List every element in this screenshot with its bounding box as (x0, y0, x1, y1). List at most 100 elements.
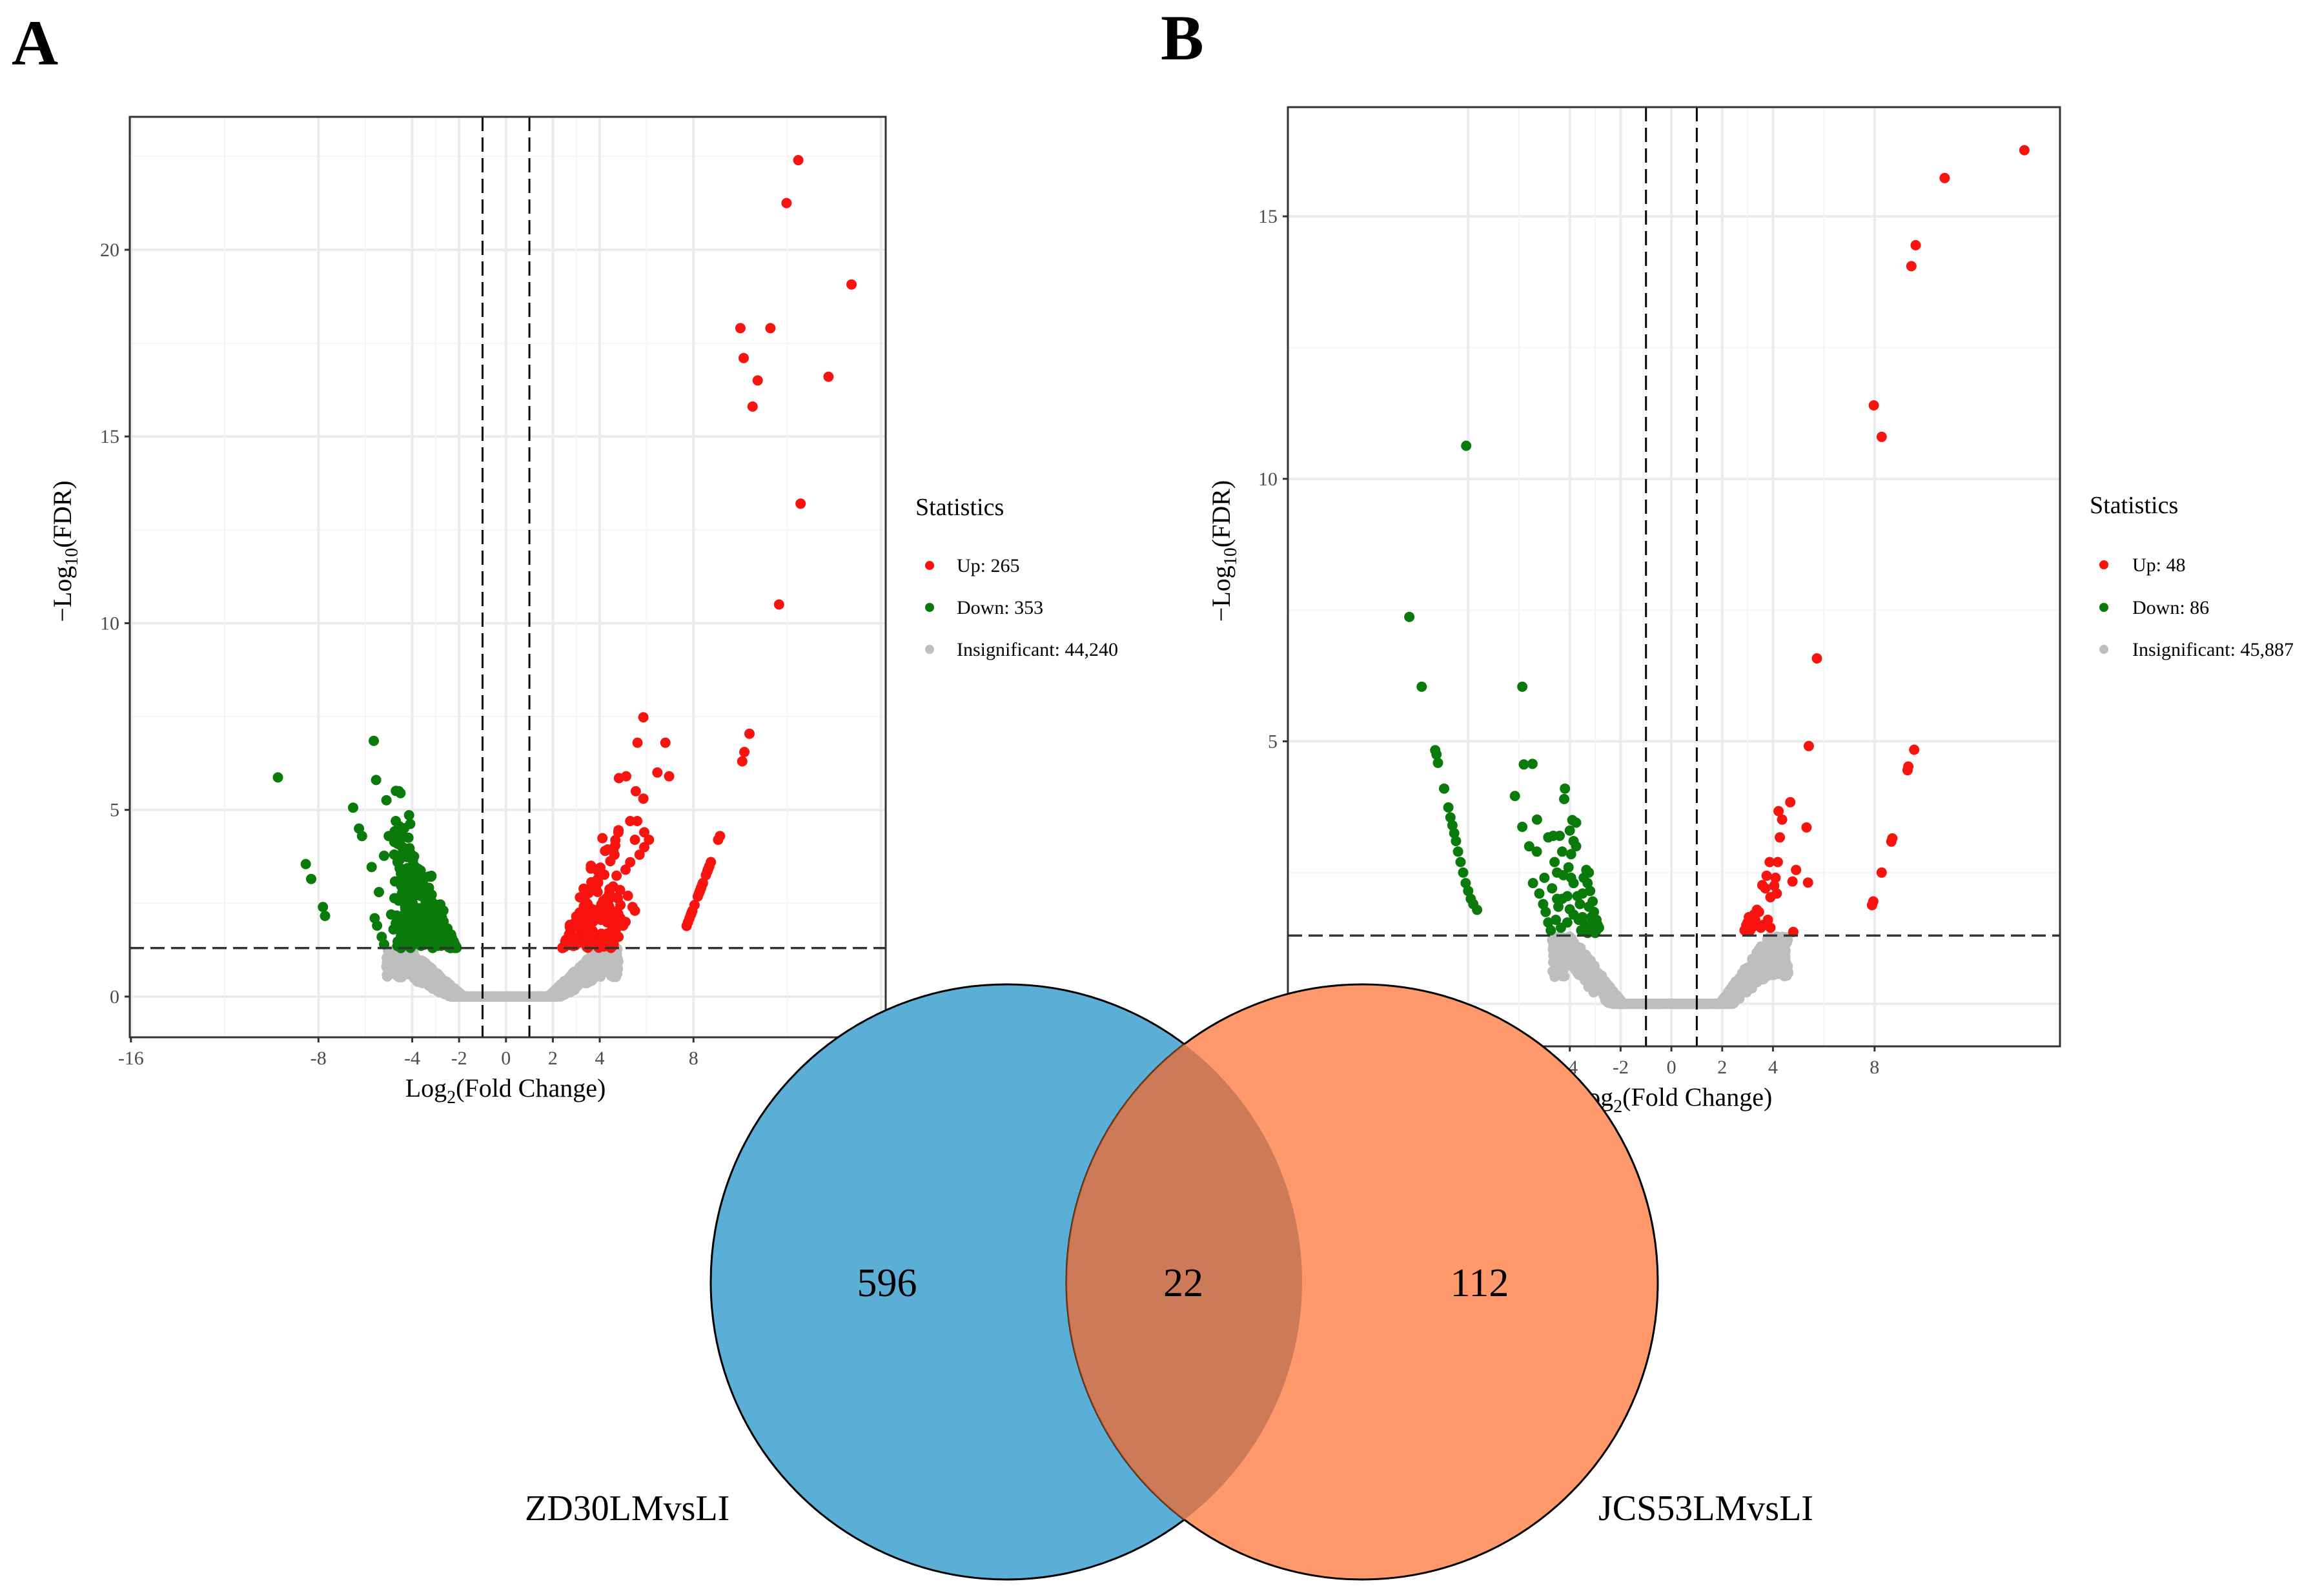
point-insignificant (1778, 955, 1789, 966)
point-down (1518, 759, 1529, 770)
point-down (1538, 899, 1549, 909)
point-down (395, 787, 406, 798)
point-insignificant (432, 985, 443, 996)
point-down (1540, 906, 1551, 917)
point-insignificant (382, 970, 392, 980)
point-up (765, 323, 776, 334)
point-up (599, 935, 610, 946)
x-tick-label: 0 (501, 1048, 511, 1069)
point-down (426, 870, 437, 881)
x-tick-label: 4 (1768, 1057, 1778, 1078)
point-up (634, 849, 645, 860)
point-up (625, 857, 636, 868)
point-insignificant (475, 991, 486, 1002)
point-insignificant (1717, 996, 1728, 1007)
point-insignificant (1650, 999, 1660, 1010)
point-down (400, 935, 411, 946)
point-up (795, 498, 806, 509)
data-points (272, 155, 857, 1002)
point-down (404, 916, 414, 927)
point-down (1547, 883, 1558, 894)
point-up (620, 864, 631, 875)
point-insignificant (1679, 999, 1690, 1010)
point-down (1452, 846, 1463, 857)
x-tick-label: 0 (1667, 1057, 1677, 1078)
x-tick-label: 8 (689, 1048, 698, 1069)
point-up (602, 917, 613, 928)
point-down (1556, 846, 1567, 857)
point-down (388, 924, 399, 935)
point-down (1563, 862, 1574, 873)
point-up (613, 827, 624, 838)
point-down (1531, 846, 1542, 857)
point-up (1785, 797, 1796, 808)
point-down (1443, 802, 1454, 813)
legend-title: Statistics (915, 494, 1004, 521)
point-insignificant (1629, 999, 1640, 1010)
point-down (1458, 867, 1469, 878)
legend-up-marker (925, 561, 934, 570)
legend-up: Up: 265 (957, 555, 1020, 576)
point-insignificant (1602, 981, 1613, 992)
point-down (419, 933, 430, 944)
point-up (621, 771, 631, 782)
point-up (823, 371, 834, 382)
point-down (414, 875, 425, 886)
venn-overlap (1066, 984, 1302, 1580)
legend-down-marker (925, 603, 934, 612)
y-tick-label: 0 (110, 986, 119, 1008)
point-down (318, 902, 329, 913)
point-up (1868, 400, 1879, 411)
point-down (356, 831, 367, 842)
point-insignificant (1551, 956, 1562, 967)
point-insignificant (1782, 934, 1793, 945)
point-insignificant (602, 952, 613, 963)
point-up (1906, 261, 1917, 272)
point-insignificant (1557, 937, 1568, 948)
point-down (1545, 925, 1556, 936)
point-down (383, 831, 394, 842)
legend-down: Down: 353 (957, 597, 1043, 618)
venn-label-right: JCS53LMvsLI (1598, 1488, 1813, 1529)
point-up (573, 937, 584, 948)
y-tick-label: 20 (100, 239, 119, 261)
point-down (1531, 814, 1542, 825)
legend-b: Statistics Up: 48 Down: 86 Insignificant… (2090, 492, 2294, 660)
legend-insignificant-marker (2099, 645, 2108, 654)
point-up (744, 728, 755, 739)
point-down (1571, 817, 1582, 828)
point-down (1509, 791, 1520, 802)
point-down (412, 927, 423, 938)
point-insignificant (456, 990, 467, 1001)
y-tick-label: 15 (100, 426, 119, 447)
point-down (1527, 878, 1538, 889)
point-up (1760, 883, 1771, 894)
point-up (1769, 880, 1780, 891)
point-down (374, 887, 384, 897)
point-insignificant (1729, 986, 1740, 997)
x-tick-label: 4 (595, 1048, 605, 1069)
legend-down-marker (2099, 603, 2108, 612)
point-up (735, 323, 746, 334)
point-up (639, 827, 649, 838)
point-up (610, 835, 621, 846)
legend-a: Statistics Up: 265 Down: 353 Insignifica… (915, 494, 1118, 660)
point-down (1517, 822, 1528, 832)
point-up (1771, 888, 1782, 899)
point-up (582, 933, 593, 943)
y-tick-label: 5 (110, 800, 119, 821)
point-down (1558, 869, 1569, 880)
point-up (773, 599, 784, 610)
point-up (1745, 925, 1755, 936)
point-down (1461, 440, 1472, 451)
point-insignificant (578, 964, 589, 975)
point-down (392, 852, 403, 863)
point-up (578, 883, 589, 894)
point-down (1527, 758, 1538, 769)
legend-up-marker (2099, 560, 2108, 569)
point-up (632, 737, 643, 748)
point-up (630, 786, 641, 797)
point-up (2019, 145, 2030, 156)
point-down (400, 926, 411, 937)
point-up (1772, 857, 1783, 868)
